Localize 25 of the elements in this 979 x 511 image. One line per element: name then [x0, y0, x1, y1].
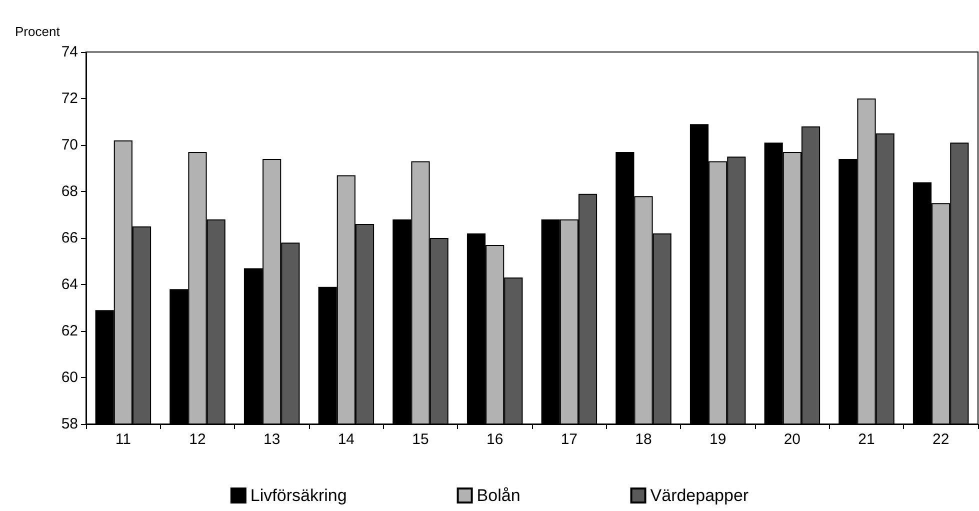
y-tick-label: 64: [61, 276, 78, 293]
y-tick-label: 58: [61, 416, 78, 432]
x-tick-label: 15: [412, 431, 429, 448]
x-tick-label: 14: [338, 431, 355, 448]
x-tick-label: 21: [858, 431, 875, 448]
x-tick-label: 12: [189, 431, 206, 448]
legend-label: Bolån: [476, 486, 520, 505]
y-tick-label: 70: [61, 136, 78, 154]
x-tick-label: 22: [932, 431, 950, 448]
y-tick-label: 66: [61, 230, 78, 246]
x-tick-label: 16: [486, 431, 504, 448]
y-tick-label: 74: [61, 44, 78, 60]
legend-label: Värdepapper: [650, 486, 749, 505]
x-tick-label: 19: [709, 431, 726, 448]
x-tick-label: 13: [263, 431, 280, 448]
y-tick-label: 72: [61, 90, 78, 107]
x-tick-label: 11: [115, 431, 131, 448]
y-tick-label: 68: [61, 183, 78, 200]
x-tick-label: 17: [560, 431, 578, 448]
y-axis-title: Procent: [15, 24, 60, 39]
x-tick-label: 20: [784, 431, 801, 448]
y-tick-label: 60: [61, 369, 78, 386]
legend-label: Livförsäkring: [250, 486, 347, 505]
y-tick-label: 62: [61, 322, 78, 340]
x-tick-label: 18: [635, 431, 652, 448]
